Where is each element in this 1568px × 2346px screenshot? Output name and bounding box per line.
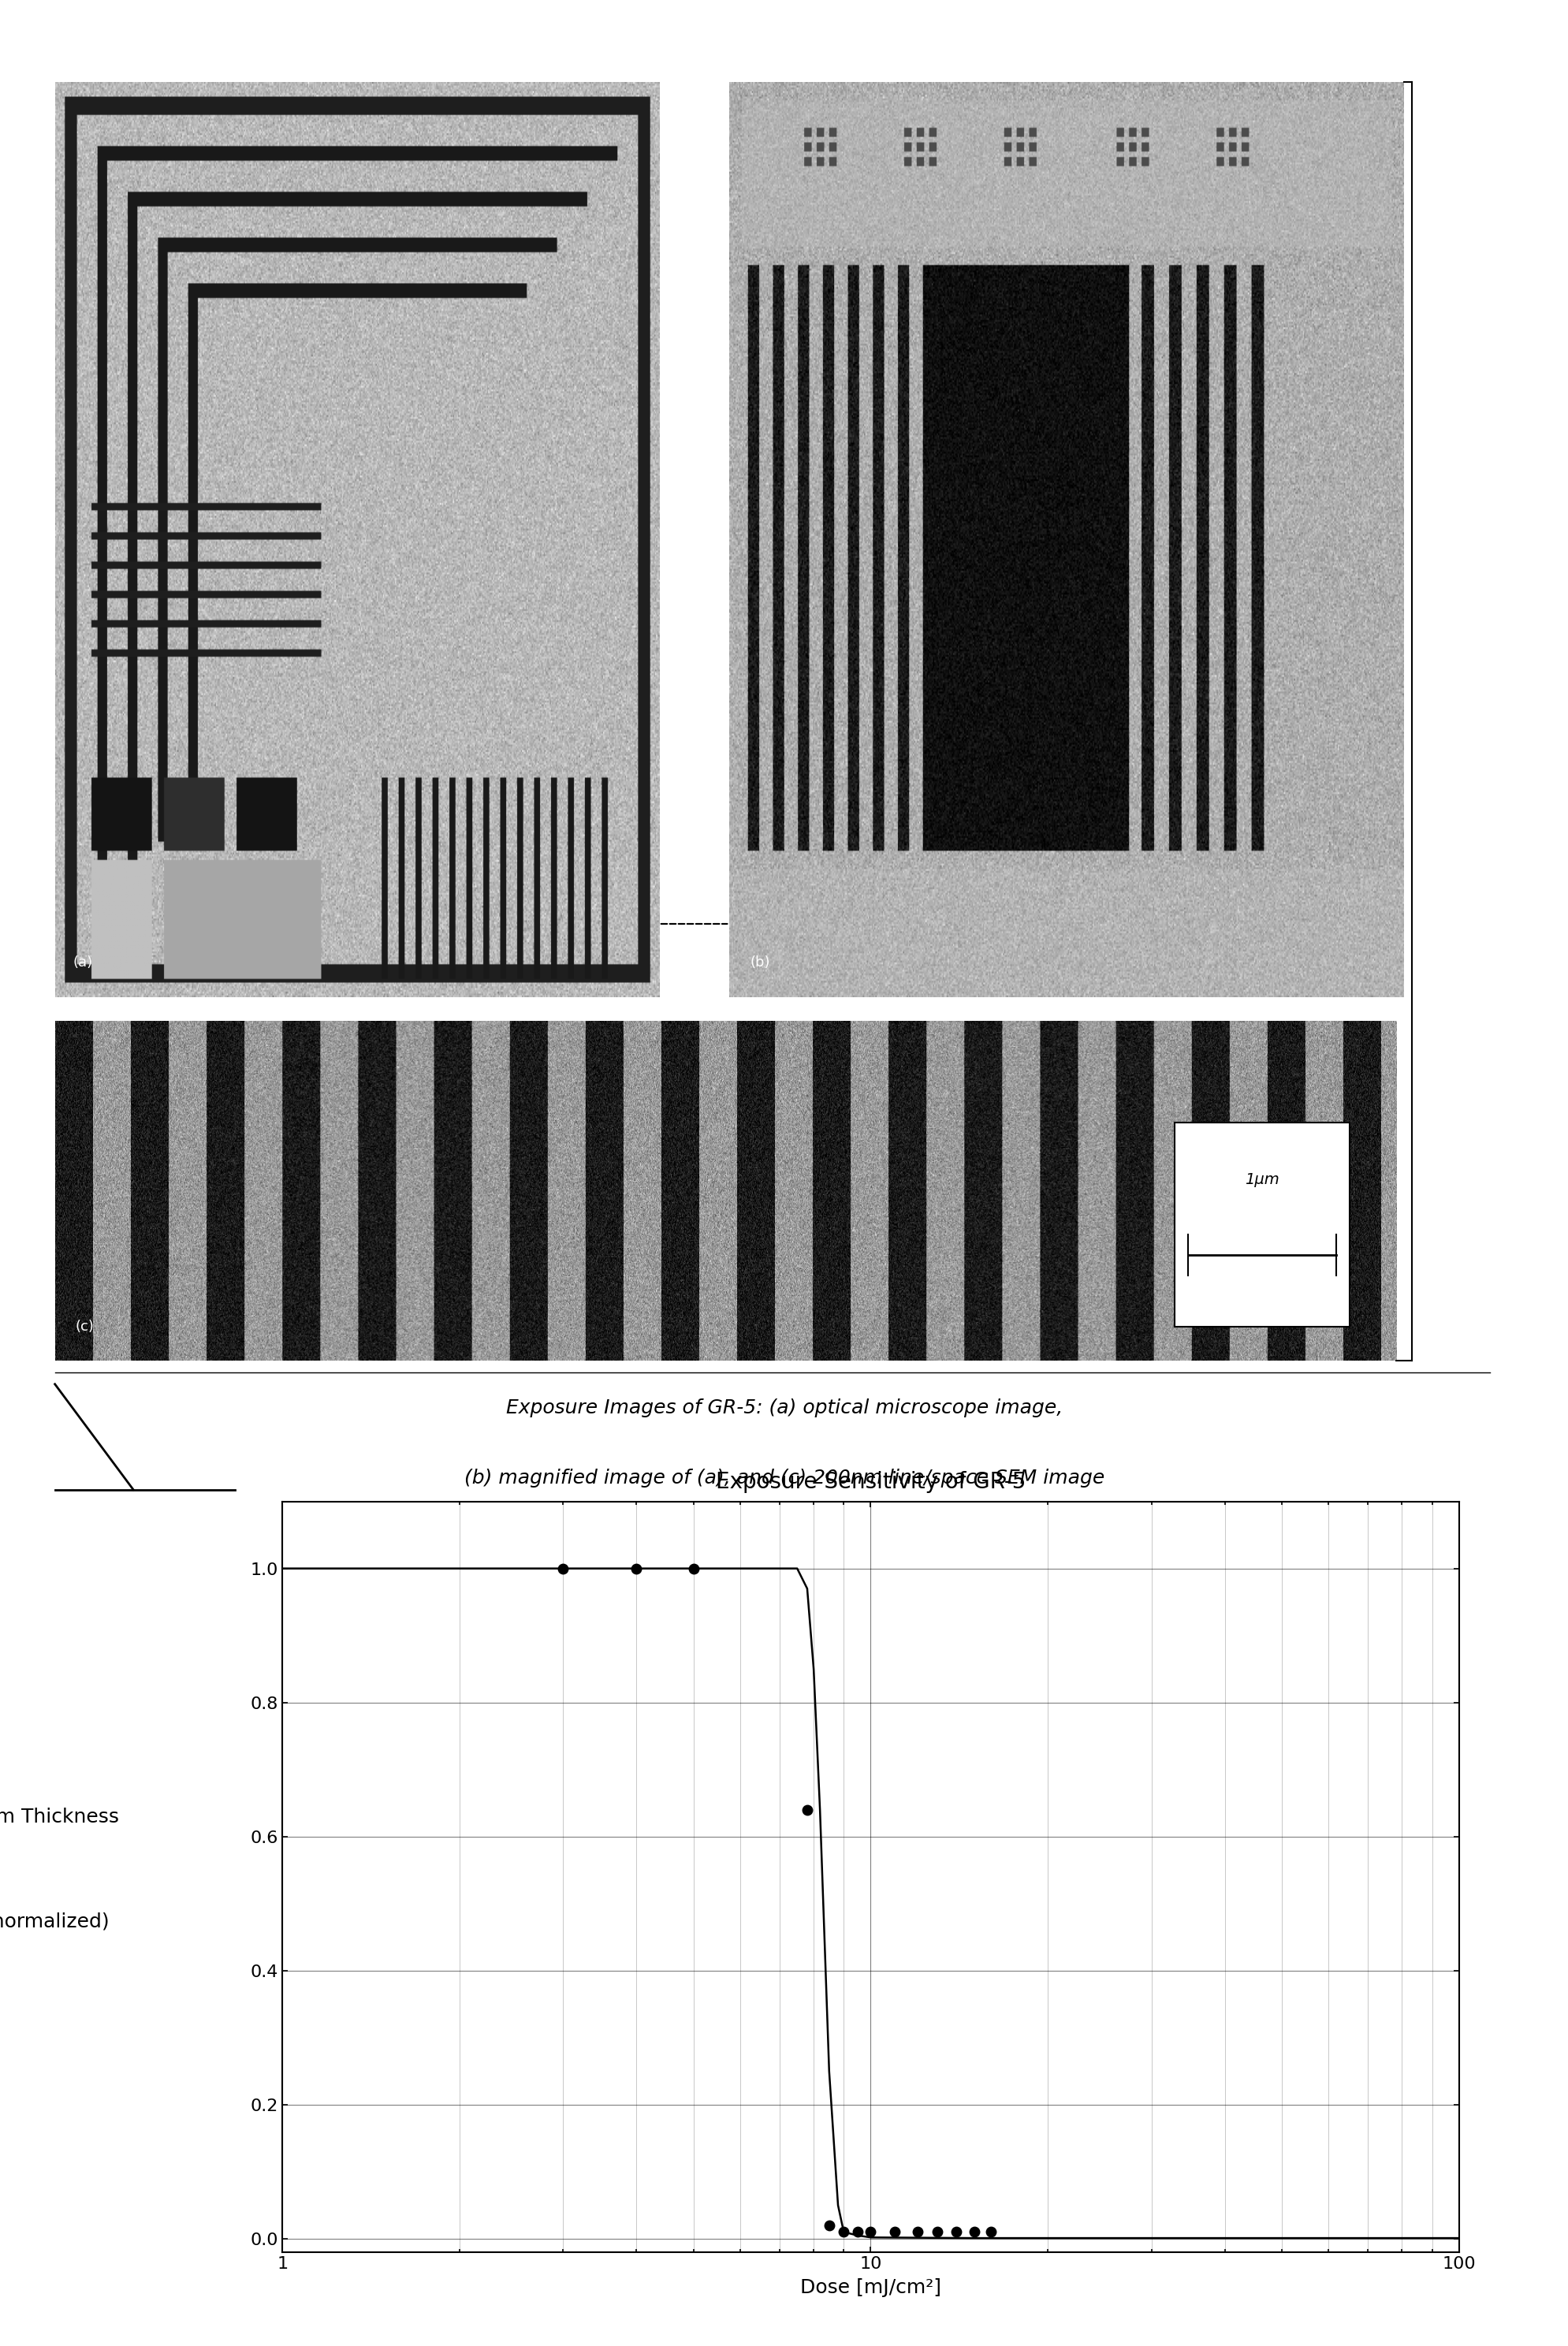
Bar	[1174, 1124, 1348, 1328]
Text: Film Thickness: Film Thickness	[0, 1806, 119, 1825]
Text: 1μm: 1μm	[1245, 1173, 1278, 1187]
Text: (b) magnified image of (a), and (c) 200nm line/space SEM image: (b) magnified image of (a), and (c) 200n…	[464, 1469, 1104, 1487]
Text: (a): (a)	[74, 955, 93, 969]
Text: (normalized): (normalized)	[0, 1912, 110, 1931]
X-axis label: Dose [mJ/cm²]: Dose [mJ/cm²]	[800, 2278, 941, 2297]
Text: (b): (b)	[750, 955, 770, 969]
Text: Exposure Images of GR-5: (a) optical microscope image,: Exposure Images of GR-5: (a) optical mic…	[506, 1398, 1062, 1417]
Text: (c): (c)	[75, 1318, 94, 1333]
Title: Exposure Sensitivity of GR-5: Exposure Sensitivity of GR-5	[715, 1471, 1025, 1492]
